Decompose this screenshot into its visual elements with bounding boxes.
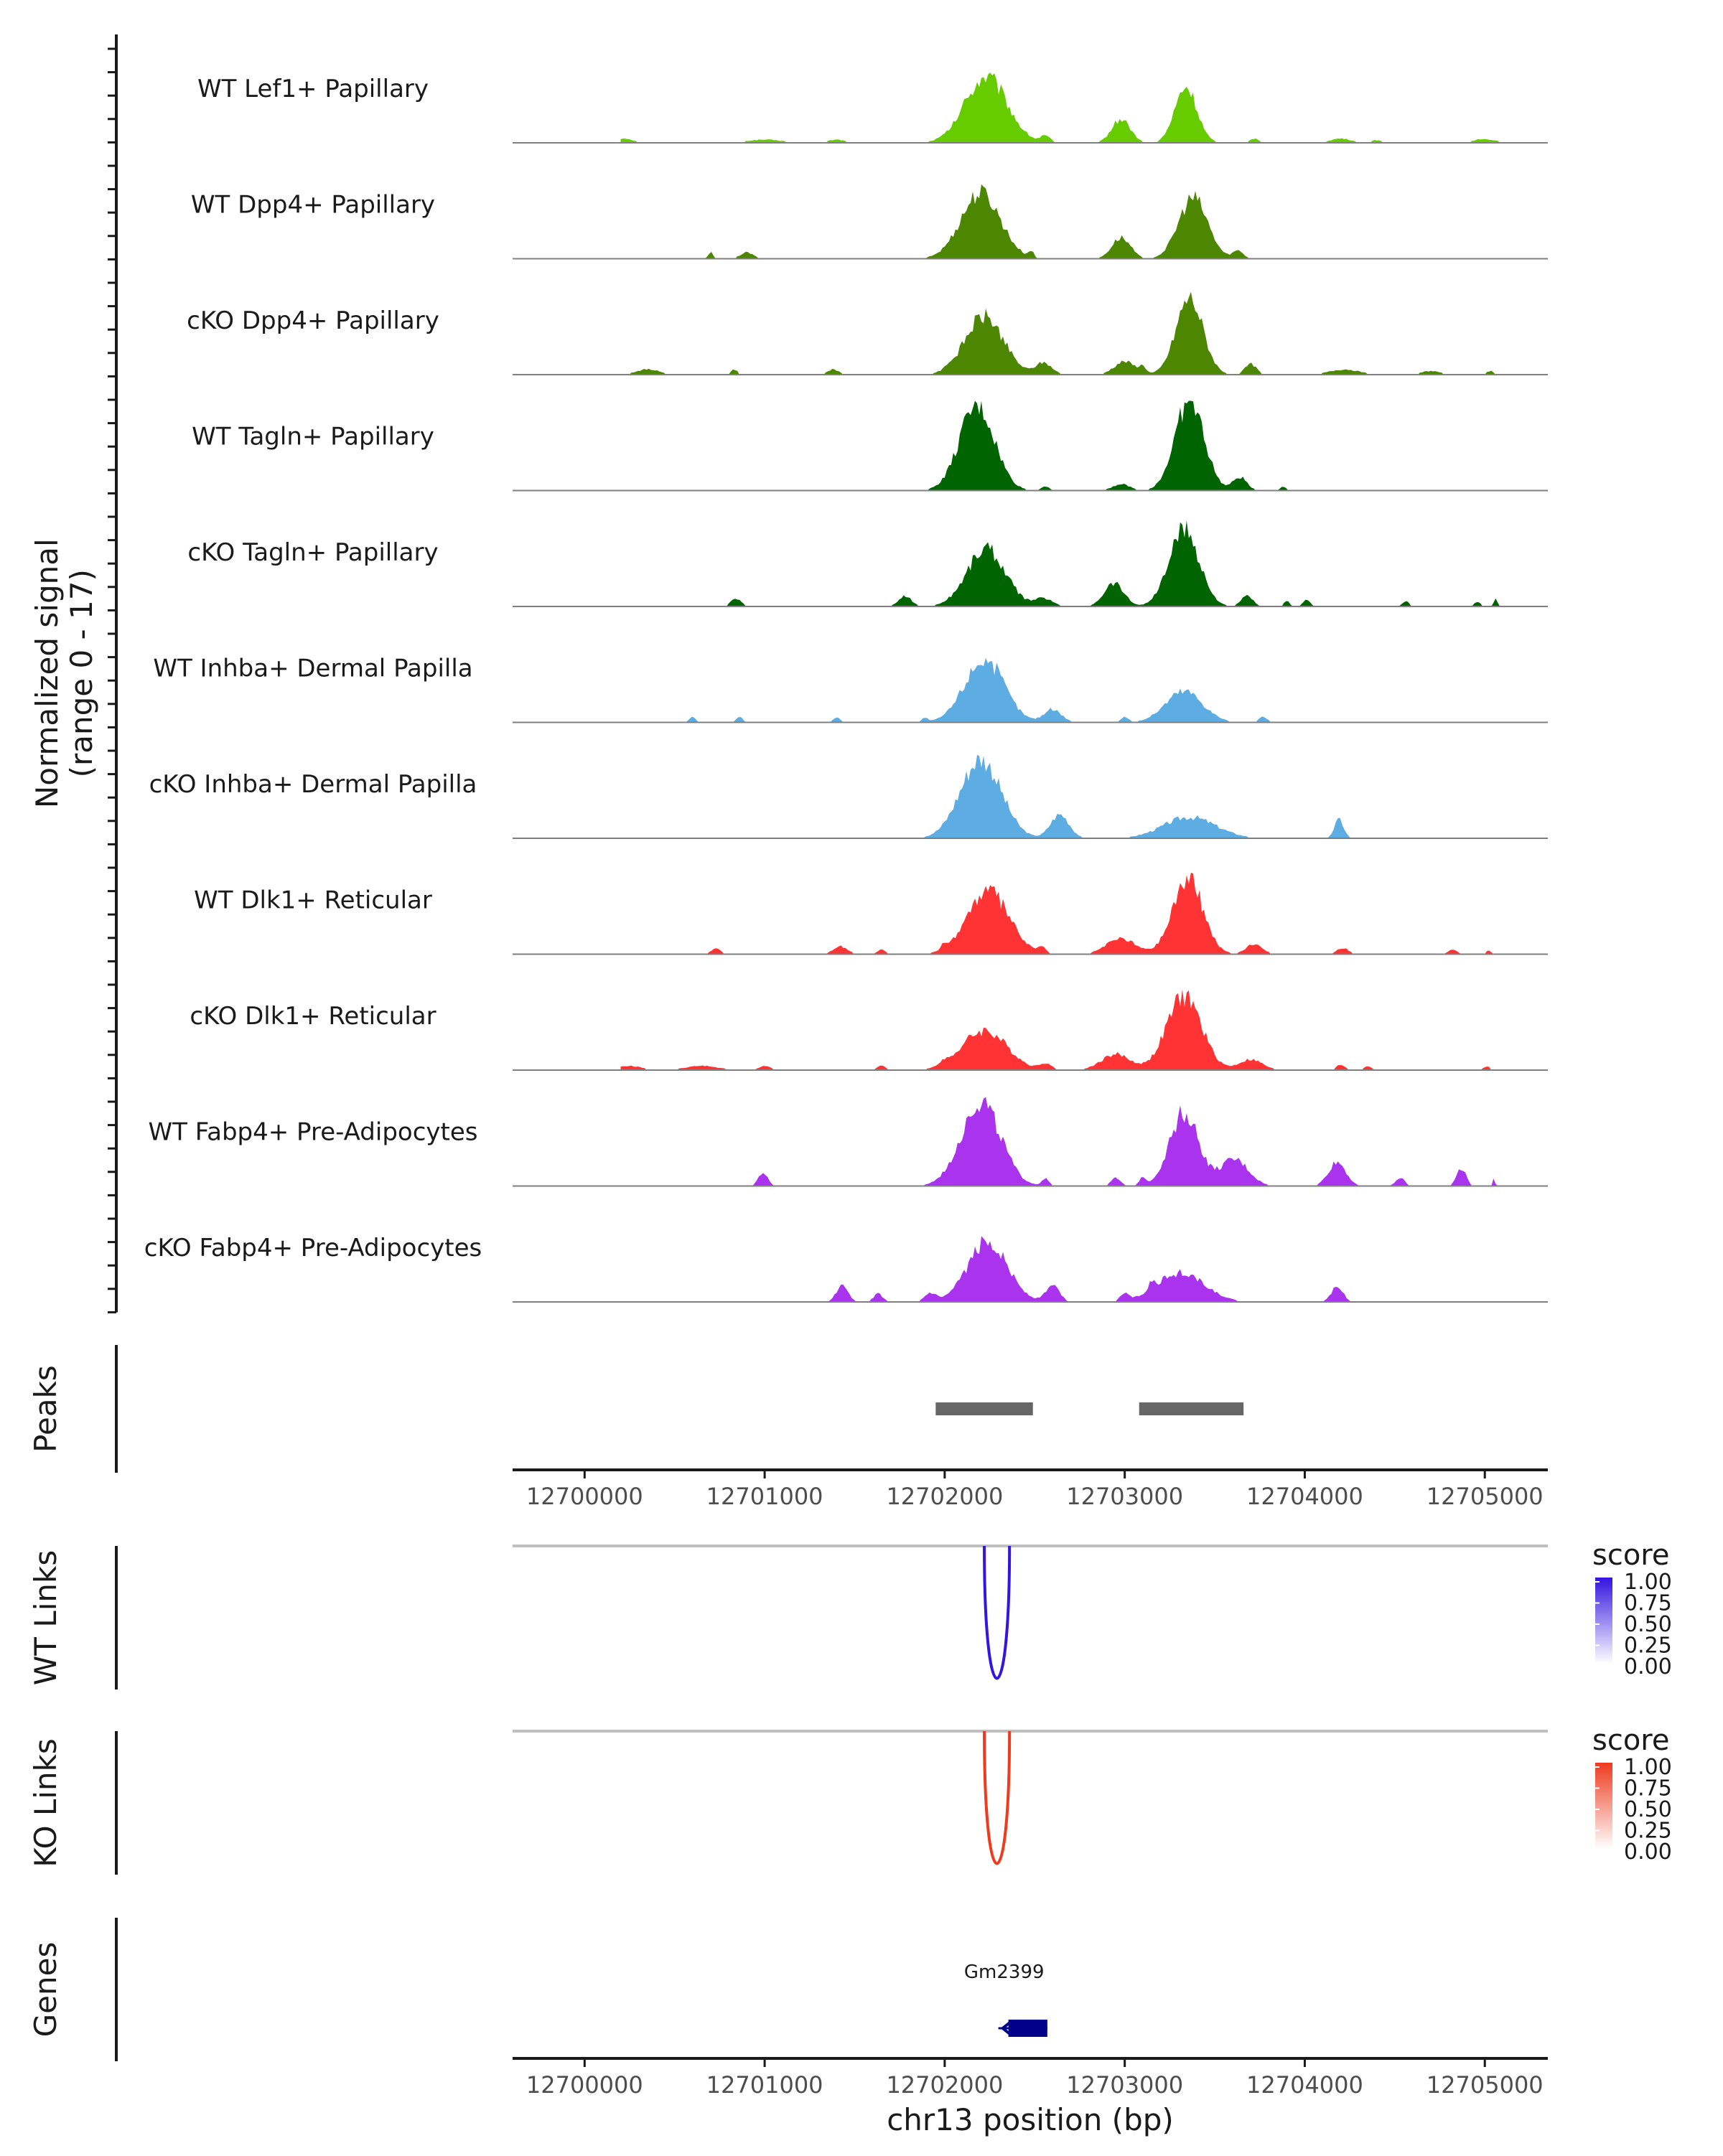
peaks-x-tick-label: 12700000	[526, 1483, 643, 1510]
coverage-y-axis-range: (range 0 - 17)	[64, 569, 99, 777]
track-label: WT Fabp4+ Pre-Adipocytes	[149, 1118, 478, 1147]
x-axis-title: chr13 position (bp)	[887, 2102, 1174, 2137]
coverage-area	[620, 989, 1503, 1070]
coverage-area	[620, 657, 1503, 723]
coverage-area	[620, 754, 1503, 838]
link-legend-label: 1.00	[1624, 1570, 1672, 1595]
track-label: WT Tagln+ Papillary	[192, 423, 434, 451]
links-track-label: KO Links	[28, 1738, 63, 1867]
track-label: WT Dpp4+ Papillary	[191, 191, 435, 220]
link-legend-title: score	[1592, 1724, 1669, 1757]
track-label: cKO Dlk1+ Reticular	[190, 1002, 436, 1031]
peaks-track-label: Peaks	[28, 1365, 63, 1453]
link-legend-label: 0.25	[1624, 1819, 1672, 1844]
coverage-area	[620, 1097, 1503, 1186]
genes-x-tick-label: 12704000	[1246, 2071, 1363, 2099]
peak-region	[935, 1402, 1033, 1415]
link-legend-label: 0.00	[1624, 1654, 1672, 1679]
coverage-area	[620, 400, 1503, 491]
peaks-x-tick-label: 12702000	[886, 1483, 1003, 1510]
link-legend-colorbar	[1595, 1763, 1612, 1849]
genes-x-tick-label: 12700000	[526, 2071, 643, 2099]
genes-x-tick-label: 12703000	[1066, 2071, 1183, 2099]
link-legend-label: 0.75	[1624, 1776, 1672, 1801]
peaks-x-tick-label: 12701000	[706, 1483, 823, 1510]
gene-name-label: Gm2399	[964, 1962, 1045, 1983]
link-legend-label: 0.50	[1624, 1612, 1672, 1637]
track-label: WT Inhba+ Dermal Papilla	[153, 655, 472, 683]
link-arc	[983, 1545, 1012, 1680]
coverage-area	[620, 72, 1503, 143]
coverage-area	[620, 291, 1503, 375]
gene-exon	[1008, 2020, 1047, 2037]
peaks-x-tick-label: 12705000	[1427, 1483, 1544, 1510]
coverage-y-axis-title: Normalized signal	[29, 538, 65, 808]
track-label: WT Lef1+ Papillary	[197, 75, 429, 103]
link-legend-colorbar	[1595, 1578, 1612, 1664]
link-legend-label: 1.00	[1624, 1755, 1672, 1780]
link-legend-label: 0.50	[1624, 1797, 1672, 1822]
track-label: cKO Dpp4+ Papillary	[187, 306, 439, 335]
track-label: cKO Fabp4+ Pre-Adipocytes	[144, 1234, 482, 1262]
link-legend-label: 0.00	[1624, 1839, 1672, 1865]
genes-x-tick-label: 12705000	[1427, 2071, 1544, 2099]
gene-strand-arrow	[1000, 2021, 1011, 2035]
genes-x-tick-label: 12702000	[886, 2071, 1003, 2099]
track-label: cKO Tagln+ Papillary	[187, 538, 438, 567]
track-label: cKO Inhba+ Dermal Papilla	[149, 770, 477, 799]
genes-track-label: Genes	[28, 1942, 63, 2038]
coverage-area	[620, 872, 1503, 955]
peaks-x-tick-label: 12704000	[1246, 1483, 1363, 1510]
coverage-area	[620, 184, 1503, 259]
link-legend-label: 0.75	[1624, 1591, 1672, 1616]
track-label: WT Dlk1+ Reticular	[194, 886, 432, 915]
peak-region	[1139, 1402, 1244, 1415]
links-track-label: WT Links	[28, 1550, 63, 1685]
coverage-area	[620, 1236, 1503, 1302]
coverage-area	[620, 520, 1503, 606]
genes-x-tick-label: 12701000	[706, 2071, 823, 2099]
link-legend-label: 0.25	[1624, 1634, 1672, 1659]
peaks-x-tick-label: 12703000	[1066, 1483, 1183, 1510]
link-arc	[983, 1730, 1012, 1865]
link-legend-title: score	[1592, 1539, 1669, 1572]
